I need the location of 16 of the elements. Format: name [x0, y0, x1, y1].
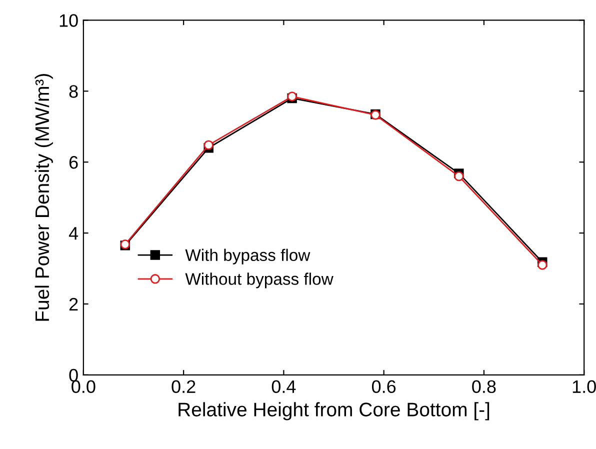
y-axis-title: Fuel Power Density (MW/m³) — [34, 74, 53, 321]
legend-label: Without bypass flow — [185, 272, 334, 288]
y-tick-label: 4 — [68, 227, 78, 240]
x-tick-label: 0.2 — [172, 380, 196, 394]
y-tick-label: 6 — [69, 156, 78, 169]
x-tick-label: 0.8 — [472, 380, 496, 394]
y-tick-label: 8 — [69, 85, 78, 98]
legend-label: With bypass flow — [185, 248, 310, 264]
x-axis-title: Relative Height from Core Bottom [-] — [178, 402, 490, 420]
x-tick-label: 0.4 — [272, 380, 296, 394]
y-tick-label: 0 — [69, 368, 78, 382]
x-tick-label: 1.0 — [572, 380, 596, 394]
x-tick-label: 0.0 — [72, 380, 96, 394]
x-tick-label: 0.6 — [372, 380, 396, 394]
y-tick-label: 2 — [69, 298, 78, 311]
y-tick-label: 10 — [60, 14, 78, 27]
